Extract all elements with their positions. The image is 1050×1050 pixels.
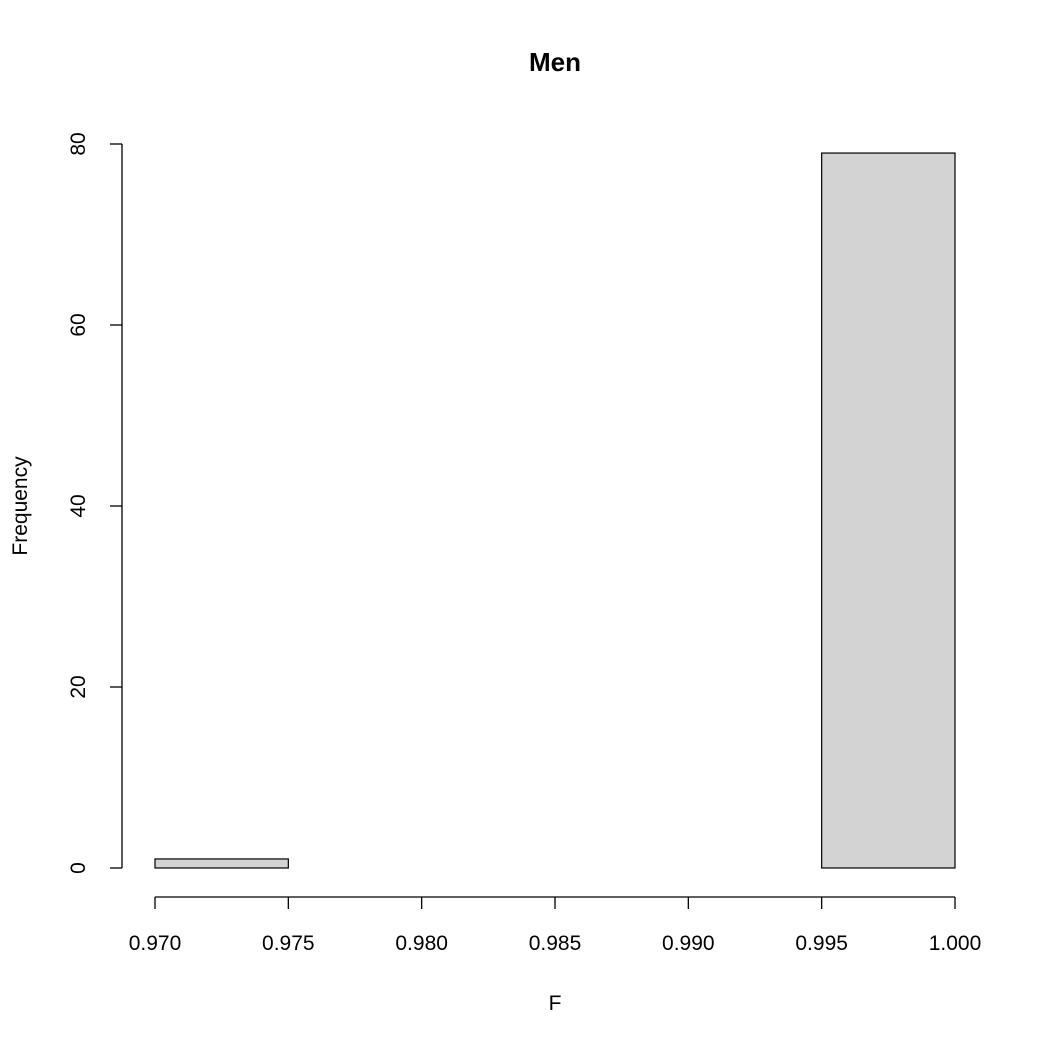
- x-tick-label: 0.990: [662, 932, 715, 955]
- y-tick-label: 20: [67, 675, 90, 698]
- x-tick-label: 1.000: [929, 932, 982, 955]
- x-axis: 0.970 0.975 0.980 0.985 0.990 0.995 1.000: [129, 896, 982, 955]
- bars-group: [154, 152, 956, 869]
- x-axis-label: F: [549, 992, 562, 1015]
- y-axis-label: Frequency: [9, 456, 32, 556]
- x-tick-label: 0.985: [529, 932, 582, 955]
- chart-title: Men: [529, 47, 581, 77]
- histogram-bar-0: [154, 858, 289, 869]
- y-tick-label: 0: [67, 862, 90, 874]
- histogram-bar-5: [821, 152, 956, 869]
- x-tick-label: 0.970: [129, 932, 182, 955]
- x-tick-label: 0.995: [795, 932, 848, 955]
- y-tick-label: 40: [67, 494, 90, 517]
- x-tick-label: 0.980: [395, 932, 448, 955]
- y-tick-label: 80: [67, 132, 90, 155]
- x-tick-label: 0.975: [262, 932, 315, 955]
- y-axis: 0 20 40 60 80: [67, 132, 123, 874]
- y-tick-label: 60: [67, 313, 90, 336]
